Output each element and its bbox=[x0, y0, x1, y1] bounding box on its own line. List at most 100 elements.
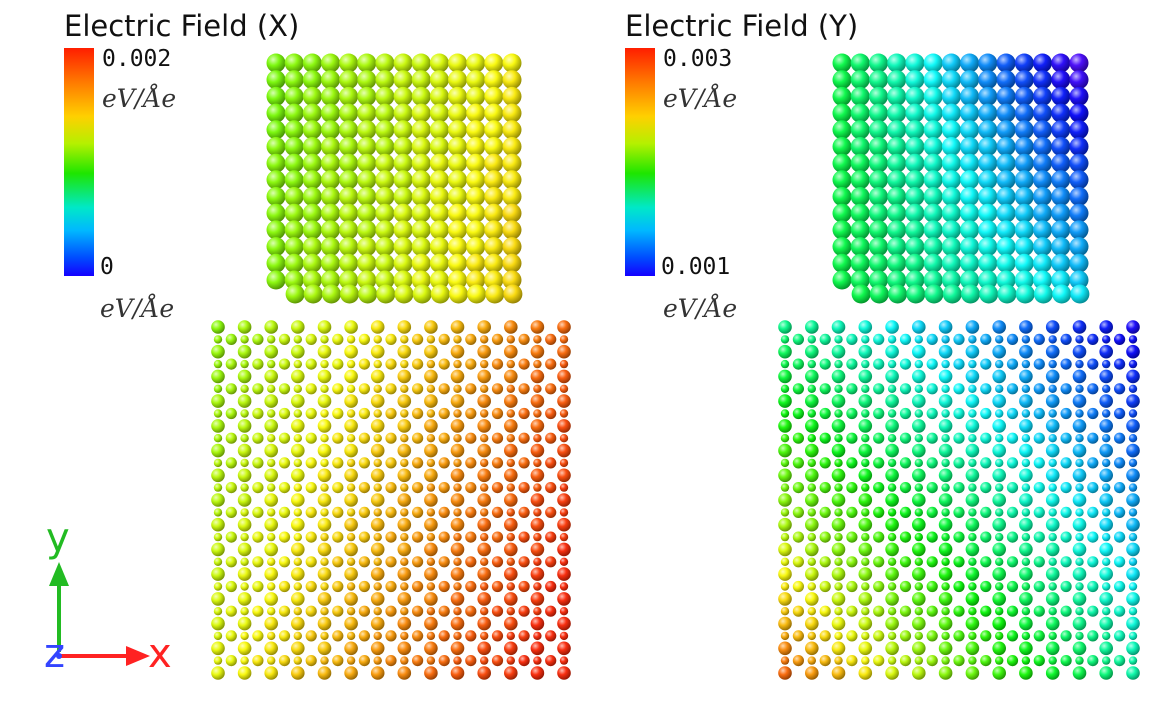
atom bbox=[375, 103, 395, 123]
atom bbox=[465, 457, 477, 469]
atom bbox=[941, 253, 961, 273]
atom bbox=[831, 394, 846, 408]
atom bbox=[1060, 432, 1072, 444]
atom bbox=[869, 103, 888, 123]
atom bbox=[466, 137, 486, 156]
atom bbox=[1006, 383, 1019, 395]
atom bbox=[1087, 506, 1099, 518]
atom bbox=[1014, 120, 1034, 140]
atom bbox=[980, 333, 992, 345]
atom bbox=[1128, 384, 1138, 393]
atom bbox=[1128, 532, 1138, 542]
atom bbox=[1069, 203, 1089, 223]
atom bbox=[430, 284, 450, 304]
atom bbox=[938, 567, 953, 581]
atom bbox=[385, 432, 397, 444]
atom bbox=[545, 407, 557, 420]
atom bbox=[831, 641, 846, 656]
atom bbox=[321, 270, 340, 290]
atom bbox=[899, 457, 912, 469]
panel-x-bottom-block bbox=[211, 320, 571, 680]
atom bbox=[873, 457, 885, 469]
atom bbox=[996, 103, 1016, 123]
atom bbox=[373, 508, 382, 517]
atom bbox=[1045, 320, 1060, 334]
atom bbox=[778, 468, 792, 483]
atom bbox=[1014, 270, 1034, 290]
atom bbox=[938, 394, 953, 408]
atom bbox=[850, 103, 870, 123]
atom bbox=[557, 567, 571, 581]
atom bbox=[832, 237, 852, 257]
atom bbox=[807, 384, 816, 393]
atom bbox=[411, 220, 431, 240]
atom bbox=[965, 517, 980, 532]
atom bbox=[887, 187, 907, 206]
atom bbox=[792, 531, 805, 543]
atom bbox=[530, 493, 545, 507]
atom bbox=[506, 434, 515, 443]
atom bbox=[953, 482, 965, 494]
atom bbox=[978, 253, 998, 273]
atom bbox=[305, 432, 317, 444]
atom bbox=[530, 542, 545, 557]
atom bbox=[346, 582, 356, 591]
atom bbox=[819, 630, 831, 642]
atom bbox=[466, 70, 486, 90]
atom bbox=[869, 170, 888, 190]
atom bbox=[905, 70, 925, 90]
atom bbox=[941, 434, 950, 443]
atom bbox=[400, 557, 409, 566]
atom bbox=[213, 409, 223, 418]
atom bbox=[778, 542, 792, 557]
atom bbox=[264, 394, 279, 408]
atom bbox=[778, 517, 792, 532]
atom bbox=[429, 270, 449, 290]
atom bbox=[1128, 483, 1138, 492]
atom bbox=[960, 86, 980, 106]
atom bbox=[846, 580, 858, 593]
atom bbox=[557, 320, 571, 334]
atom bbox=[887, 237, 907, 257]
atom bbox=[448, 187, 467, 206]
atom bbox=[996, 86, 1016, 106]
atom bbox=[899, 333, 912, 345]
atom bbox=[339, 237, 359, 257]
atom bbox=[466, 120, 486, 140]
atom bbox=[780, 359, 790, 369]
atom bbox=[484, 120, 504, 140]
atom bbox=[992, 567, 1006, 581]
atom bbox=[557, 419, 571, 433]
atom bbox=[400, 434, 409, 443]
atom bbox=[429, 137, 449, 156]
atom bbox=[941, 508, 950, 517]
atom bbox=[978, 237, 998, 257]
atom bbox=[448, 137, 467, 156]
atom bbox=[819, 580, 831, 593]
atom bbox=[211, 641, 225, 656]
atom bbox=[792, 333, 805, 345]
atom bbox=[317, 468, 332, 483]
atom bbox=[1072, 394, 1087, 408]
atom bbox=[411, 120, 431, 140]
atom bbox=[968, 557, 977, 566]
atom bbox=[252, 605, 264, 617]
atom bbox=[284, 170, 304, 190]
atom bbox=[373, 359, 382, 369]
atom bbox=[450, 592, 465, 606]
atom bbox=[393, 153, 413, 173]
atom bbox=[926, 358, 938, 370]
atom bbox=[375, 237, 395, 257]
atom bbox=[953, 457, 965, 469]
atom bbox=[559, 434, 569, 443]
atom bbox=[504, 419, 518, 433]
atom bbox=[1126, 666, 1140, 680]
atom bbox=[284, 270, 304, 290]
atom bbox=[1048, 359, 1057, 369]
atom bbox=[912, 542, 926, 557]
atom bbox=[267, 359, 276, 369]
atom bbox=[1126, 419, 1140, 433]
atom bbox=[960, 53, 980, 73]
atom bbox=[480, 582, 489, 591]
atom bbox=[873, 482, 885, 494]
